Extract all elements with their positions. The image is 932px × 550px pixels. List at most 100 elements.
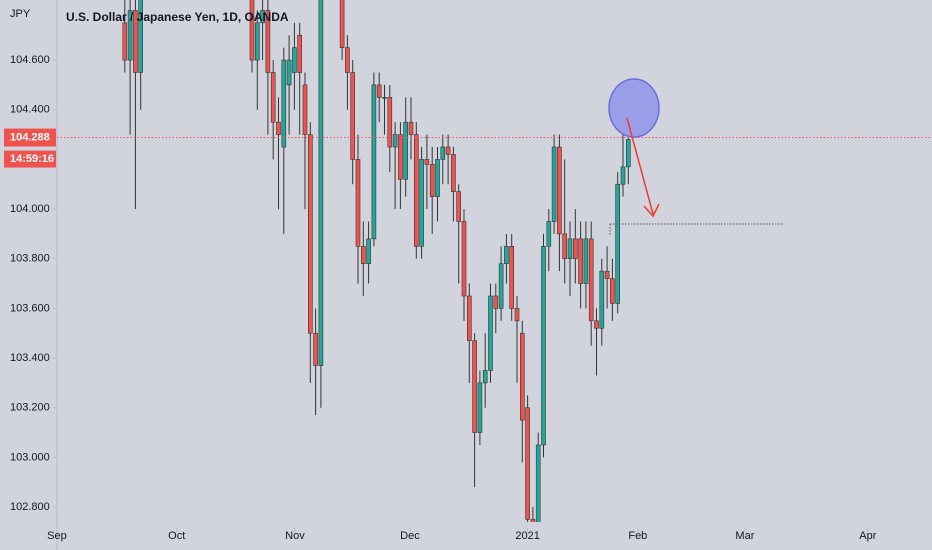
y-tick-label: 104.400 <box>10 104 50 116</box>
candle-body <box>509 246 515 309</box>
candle-body <box>546 221 552 247</box>
candle-body <box>387 97 393 148</box>
candle-body <box>265 10 271 73</box>
candle-body <box>366 238 371 265</box>
candle-body <box>339 0 345 48</box>
candle-body <box>604 270 610 279</box>
candle-body <box>313 332 318 366</box>
price-label-bg <box>4 128 56 147</box>
candle-body <box>451 154 456 192</box>
candle-body <box>371 84 377 240</box>
arrow-head <box>643 203 660 218</box>
candle-body <box>594 320 599 329</box>
candle-body <box>376 84 382 98</box>
candle-body <box>615 183 621 304</box>
candle-body <box>122 22 128 61</box>
candle-body <box>562 233 568 260</box>
x-tick-label: Oct <box>168 530 185 542</box>
candle-body <box>429 164 435 197</box>
candle-body <box>292 47 297 73</box>
candle-body <box>270 72 276 123</box>
candle-body <box>408 121 414 135</box>
x-tick-label: Feb <box>628 530 647 542</box>
candle-body <box>302 84 308 135</box>
candle-body <box>519 332 525 421</box>
candle-body <box>133 10 138 73</box>
candle-body <box>249 0 255 61</box>
x-tick-label: Apr <box>859 530 876 542</box>
arrow <box>626 117 654 215</box>
candle-body <box>403 121 409 180</box>
countdown-bg <box>4 150 56 168</box>
candle-body <box>541 246 546 446</box>
candle-body <box>276 121 281 135</box>
annotations <box>608 78 783 236</box>
candle-body <box>435 159 440 197</box>
candle-body <box>260 10 265 24</box>
candle-body <box>419 159 424 247</box>
candle-body <box>255 22 260 61</box>
candle-body <box>504 246 509 265</box>
x-tick-label: Dec <box>400 530 420 542</box>
plot-area <box>57 0 932 522</box>
candle-body <box>498 263 504 309</box>
candle-body <box>477 382 483 433</box>
candle-body <box>493 295 499 309</box>
candle-body <box>583 238 589 284</box>
countdown: 14:59:16 <box>10 153 54 165</box>
x-tick-label: 2021 <box>515 530 539 542</box>
candle-body <box>445 146 451 155</box>
candle-body <box>424 159 430 165</box>
candle-body <box>557 146 562 235</box>
y-tick-label: 103.200 <box>10 402 50 414</box>
y-tick-label: 102.800 <box>10 501 50 513</box>
candle-body <box>535 444 541 522</box>
candle-body <box>472 340 477 433</box>
candle-body <box>514 308 520 322</box>
candle-body <box>530 519 536 522</box>
candle-body <box>398 134 403 180</box>
candle-body <box>610 278 615 304</box>
candle-body <box>360 246 366 265</box>
candle-body <box>138 0 143 73</box>
candle-body <box>392 134 398 148</box>
chart-title: U.S. Dollar / Japanese Yen, 1D, OANDA <box>66 10 289 24</box>
candle-body <box>488 295 493 371</box>
candle-body <box>625 139 631 168</box>
y-tick-label: 104.000 <box>10 203 50 215</box>
candle-body <box>297 34 303 73</box>
highlight-circle <box>608 78 660 138</box>
y-tick-label: 104.600 <box>10 54 50 66</box>
candle-body <box>127 10 133 61</box>
y-tick-label: 103.000 <box>10 451 50 463</box>
y-tick-label: 103.400 <box>10 352 50 364</box>
candle-body <box>281 59 287 148</box>
axis-unit: JPY <box>10 8 31 20</box>
candle-body <box>382 97 387 99</box>
y-tick-label: 103.800 <box>10 253 50 265</box>
candle-body <box>307 134 313 334</box>
candle-body <box>551 146 557 222</box>
candle-body <box>286 59 292 86</box>
candle-body <box>440 146 446 160</box>
candle-body <box>413 134 419 247</box>
price-label: 104.288 <box>10 131 50 143</box>
candle-body <box>567 238 573 260</box>
candle-body <box>350 72 356 160</box>
candle-body <box>599 270 605 329</box>
candle-body <box>466 295 472 341</box>
candle-body <box>345 47 350 73</box>
candle-body <box>620 166 626 185</box>
candle-body <box>482 370 488 384</box>
candle-body <box>525 407 530 520</box>
candle-body <box>572 238 578 260</box>
x-tick-label: Mar <box>735 530 754 542</box>
candle-body <box>578 238 583 284</box>
candle-body <box>461 221 467 297</box>
y-tick-label: 103.600 <box>10 302 50 314</box>
candle-body <box>318 0 324 366</box>
candle-body <box>456 191 462 222</box>
candle-body <box>588 238 594 322</box>
